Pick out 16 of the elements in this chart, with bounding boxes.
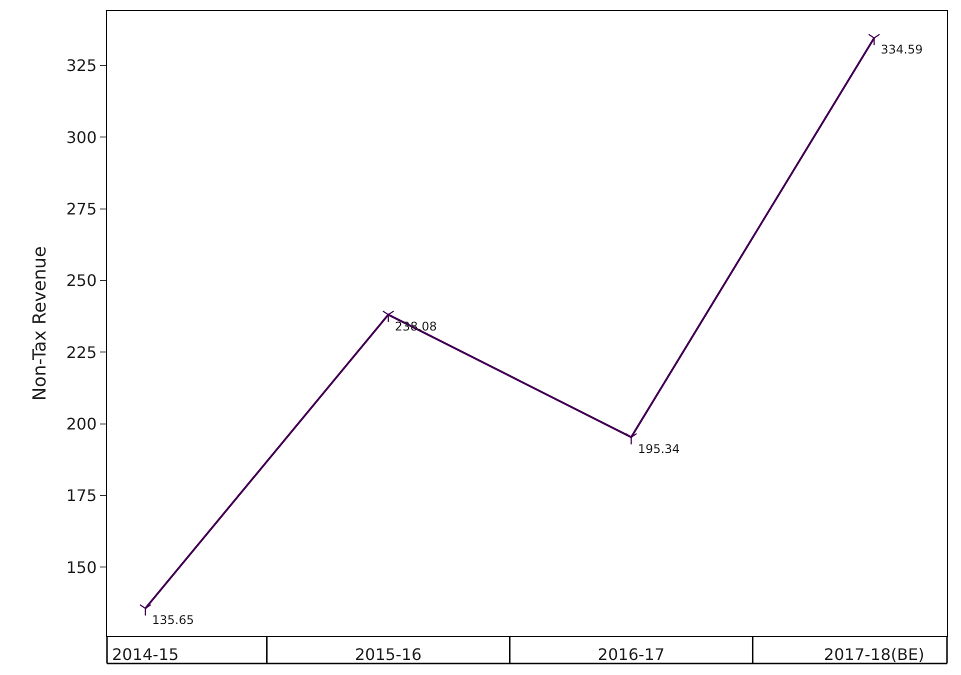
y-tick-label: 300 xyxy=(66,128,97,147)
y-tick-label: 275 xyxy=(66,199,97,218)
data-label: 195.34 xyxy=(638,442,680,456)
y-tick-label: 200 xyxy=(66,414,97,434)
x-tick-label: 2014-15 xyxy=(112,645,179,664)
x-tick-label: 2017-18(BE) xyxy=(824,645,924,664)
x-tick-label: 2015-16 xyxy=(354,645,422,664)
y-tick-label: 175 xyxy=(66,486,97,506)
y-tick-label: 325 xyxy=(66,56,97,76)
data-label: 334.59 xyxy=(880,42,923,57)
y-tick-label: 225 xyxy=(66,342,97,362)
data-label: 135.65 xyxy=(152,612,194,627)
y-tick-label: 150 xyxy=(66,558,97,577)
y-axis-title: Non-Tax Revenue xyxy=(29,246,50,401)
y-tick-label: 250 xyxy=(66,271,97,290)
x-tick-label: 2016-17 xyxy=(598,645,665,664)
